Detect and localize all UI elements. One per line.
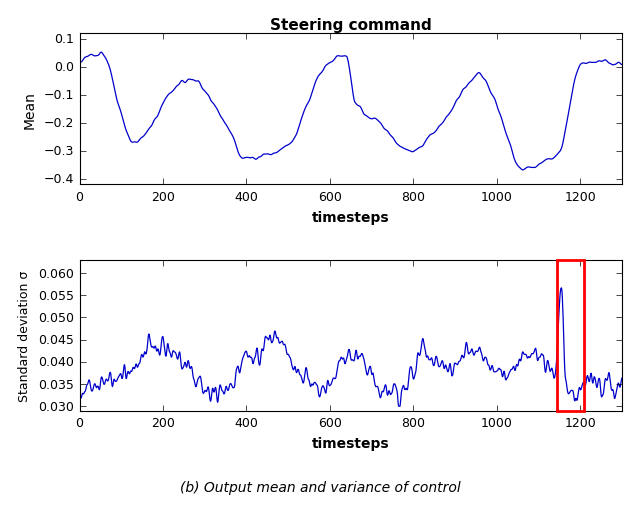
Bar <box>557 260 584 411</box>
X-axis label: timesteps: timesteps <box>312 436 390 450</box>
X-axis label: timesteps: timesteps <box>312 210 390 224</box>
Title: Steering command: Steering command <box>270 18 431 33</box>
Y-axis label: Standard deviation σ: Standard deviation σ <box>18 270 31 401</box>
Text: (b) Output mean and variance of control: (b) Output mean and variance of control <box>180 480 460 494</box>
Y-axis label: Mean: Mean <box>22 91 36 128</box>
